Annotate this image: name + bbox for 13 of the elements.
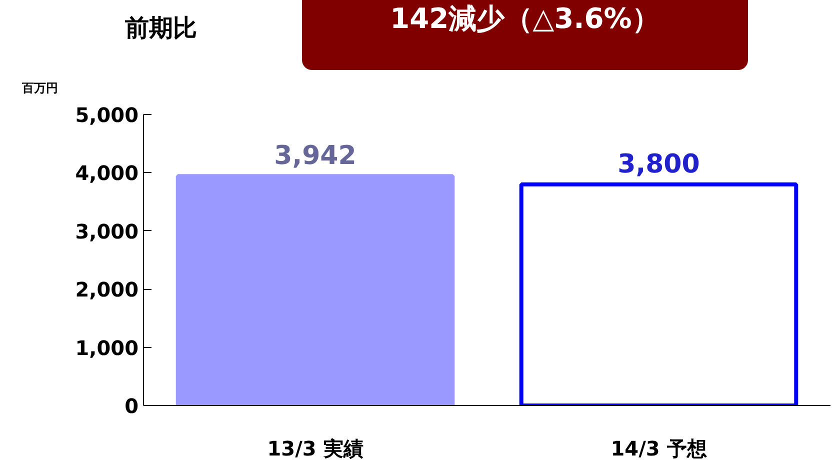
text: 142減少（△3.6%） — [302, 0, 748, 70]
y-tick-label: 1,000 — [75, 336, 139, 360]
y-tick-label: 0 — [124, 394, 139, 418]
y-axis-title: 百万円 — [22, 80, 58, 97]
chart-title: 前期比 — [125, 13, 197, 44]
y-tick-label: 5,000 — [75, 103, 139, 127]
data-label: 3,800 — [618, 149, 700, 180]
y-tick-label: 3,000 — [75, 219, 139, 244]
y-tick-label: 2,000 — [75, 278, 139, 302]
y-tick-label: 4,000 — [75, 161, 139, 186]
x-tick-label: 14/3 予想 — [610, 436, 707, 460]
data-label: 3,942 — [274, 141, 356, 172]
x-tick-label: 13/3 実績 — [267, 436, 364, 460]
